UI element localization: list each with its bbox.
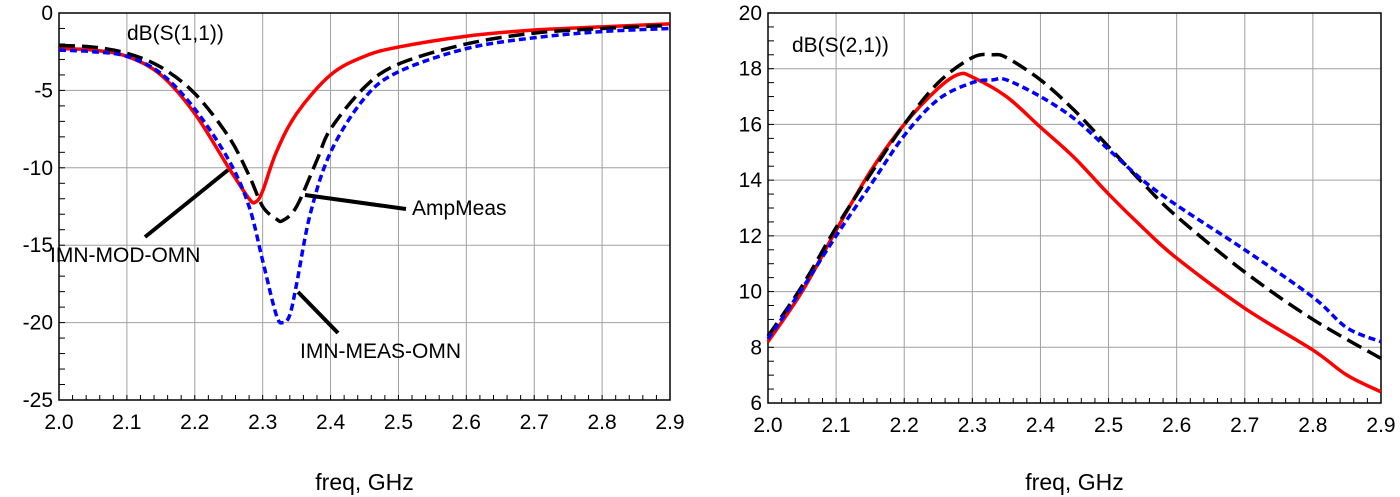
y-tick-label: 6 [750, 392, 762, 415]
x-tick-label: 2.9 [1366, 414, 1395, 437]
plot-frame [58, 12, 671, 401]
x-axis-title: freq, GHz [315, 469, 413, 495]
plot-label: dB(S(2,1)) [792, 34, 889, 57]
x-tick-label: 2.0 [753, 414, 782, 437]
x-tick-label: 2.4 [316, 411, 346, 434]
x-tick-label: 2.6 [452, 411, 481, 434]
x-tick-label: 2.5 [384, 411, 413, 434]
plot-label: dB(S(1,1)) [127, 22, 224, 45]
series-line-imn-mod-omn [766, 71, 1382, 394]
x-tick-label: 2.7 [520, 411, 549, 434]
y-tick-label: 12 [739, 225, 762, 248]
y-tick-label: -15 [23, 234, 53, 257]
y-tick-label: -20 [23, 312, 53, 335]
annotation-label: IMN-MOD-OMN [50, 244, 200, 267]
annotation-label: IMN-MEAS-OMN [300, 340, 461, 363]
y-tick-label: 0 [41, 2, 53, 25]
x-tick-label: 2.5 [1094, 414, 1123, 437]
x-tick-label: 2.3 [958, 414, 987, 437]
s11-chart: 2.0 2.1 2.2 2.3 2.4 2.5 2.6 2.7 2.8 2.9 0 -5 -10 -15 -… [23, 2, 685, 495]
plot-frame [767, 12, 1382, 404]
y-tick-label: 16 [739, 113, 762, 136]
x-tick-label: 2.3 [248, 411, 277, 434]
x-tick-label: 2.8 [1298, 414, 1327, 437]
y-tick-label: -5 [34, 79, 53, 102]
series-line-imn-meas-omn [766, 76, 1382, 344]
y-tick-label: 20 [739, 2, 762, 25]
series-line-imn-mod-omn [58, 22, 671, 205]
x-tick-label: 2.2 [890, 414, 919, 437]
x-tick-label: 2.7 [1230, 414, 1259, 437]
x-tick-label: 2.9 [655, 411, 684, 434]
x-tick-label: 2.1 [822, 414, 851, 437]
x-tick-label: 2.1 [112, 411, 141, 434]
y-tick-label: -10 [23, 157, 53, 180]
annotation-label: AmpMeas [412, 197, 507, 220]
series-line-ampmeas [766, 52, 1382, 360]
y-tick-label: 18 [739, 58, 762, 81]
y-tick-label: 10 [739, 281, 762, 304]
annotation-leader [143, 168, 230, 239]
y-tick-label: 8 [750, 336, 762, 359]
annotation-leader [304, 193, 407, 211]
x-tick-label: 2.4 [1026, 414, 1056, 437]
series-line-imn-meas-omn [58, 26, 671, 325]
x-tick-label: 2.6 [1162, 414, 1191, 437]
y-tick-label: -25 [23, 389, 53, 412]
y-tick-label: 14 [739, 169, 763, 192]
annotation-leader [296, 290, 340, 335]
x-tick-label: 2.2 [180, 411, 209, 434]
x-tick-label: 2.0 [44, 411, 73, 434]
s21-chart: 2.0 2.1 2.2 2.3 2.4 2.5 2.6 2.7 2.8 2.9 20 18 16 14 12… [739, 2, 1396, 495]
x-axis-title: freq, GHz [1025, 469, 1123, 495]
x-tick-label: 2.8 [588, 411, 617, 434]
series-line-ampmeas [58, 23, 671, 224]
